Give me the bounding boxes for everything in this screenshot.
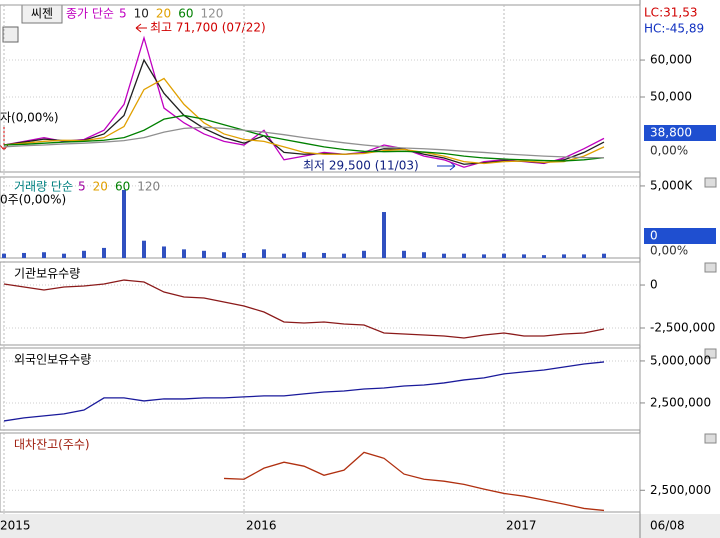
volume-bar — [102, 247, 106, 258]
volume-bar — [162, 246, 166, 258]
legend-entry: 60 — [178, 7, 193, 21]
volume-bar — [462, 253, 466, 258]
volume-bar — [342, 253, 346, 258]
last-volume-box — [644, 228, 716, 244]
volume-bar — [602, 253, 606, 258]
legend-entry: 5 — [119, 7, 127, 21]
legend-entry: 60 — [115, 180, 130, 194]
legend-prefix: 종가 단순 — [66, 7, 114, 21]
panel-frame — [0, 176, 641, 259]
panel-title: 기관보유수량 — [14, 267, 80, 281]
volume-bar — [482, 254, 486, 258]
volume-bar — [562, 254, 566, 258]
volume-bar — [262, 249, 266, 258]
panel-frame — [0, 347, 641, 431]
y-tick-label: 0 — [650, 278, 658, 292]
volume-bar — [402, 250, 406, 258]
volume-left-info: 0주(0,00%) — [0, 193, 66, 207]
x-tick-label: 2016 — [246, 519, 277, 533]
x-axis-band — [0, 514, 720, 538]
last-price-box — [644, 125, 716, 141]
left-info: 자(0,00%) — [0, 111, 59, 125]
legend-entry: 5 — [78, 180, 86, 194]
series-line — [3, 279, 605, 339]
volume-bar — [362, 250, 366, 258]
grid-icon[interactable] — [2, 26, 19, 43]
series-line — [3, 361, 605, 422]
volume-bar — [302, 252, 306, 258]
legend-entry: 10 — [134, 7, 149, 21]
volume-bar — [122, 189, 126, 258]
volume-bar — [82, 250, 86, 258]
volume-bar — [42, 252, 46, 258]
y-tick-label: 50,000 — [650, 89, 692, 103]
legend-entry: 20 — [156, 7, 171, 21]
panel-frame — [0, 432, 641, 513]
volume-bar — [582, 254, 586, 258]
x-tick-label: 2017 — [506, 519, 537, 533]
volume-bar — [2, 253, 6, 258]
volume-bar — [322, 252, 326, 258]
high-annotation: 최고 71,700 (07/22) — [150, 21, 266, 35]
lc-label: LC:31,53 — [644, 6, 697, 20]
panel-frame — [0, 4, 641, 173]
series-line — [3, 58, 605, 165]
volume-bar — [22, 252, 26, 258]
series-line — [3, 77, 605, 165]
volume-bar — [422, 252, 426, 258]
series-line — [223, 451, 605, 512]
low-annotation: 최저 29,500 (11/03) — [303, 159, 419, 173]
panel-title: 대차잔고(주수) — [14, 438, 90, 452]
volume-bar — [182, 249, 186, 258]
x-tick-label: 2015 — [0, 519, 31, 533]
close-buttons[interactable] — [704, 177, 717, 444]
last-price: 38,800 — [650, 126, 692, 140]
y-tick-label: 2,500,000 — [650, 483, 711, 497]
volume-change: 0,00% — [650, 244, 688, 258]
last-date: 06/08 — [650, 519, 685, 533]
stock-name: 씨젠 — [31, 7, 53, 21]
y-tick-label: 60,000 — [650, 53, 692, 67]
volume-bar — [442, 253, 446, 258]
legend-prefix: 거래량 단순 — [14, 180, 73, 194]
high-arrow — [135, 23, 147, 33]
volume-bar — [202, 250, 206, 258]
volume-bar — [522, 254, 526, 258]
volume-bar — [222, 252, 226, 258]
y-tick-label: 2,500,000 — [650, 395, 711, 409]
y-tick-label: -2,500,000 — [650, 320, 715, 334]
y-tick-label: 5,000K — [650, 178, 693, 192]
last-volume: 0 — [650, 229, 658, 243]
volume-bar — [282, 253, 286, 258]
series-line — [3, 114, 605, 162]
volume-bar — [242, 252, 246, 258]
volume-bar — [62, 253, 66, 258]
volume-bar — [142, 240, 146, 258]
legend-entry: 120 — [200, 7, 223, 21]
series-line — [3, 35, 605, 168]
last-change: 0,00% — [650, 144, 688, 158]
volume-bar — [542, 255, 546, 258]
legend-entry: 20 — [93, 180, 108, 194]
volume-bar — [502, 253, 506, 258]
hc-label: HC:-45,89 — [644, 22, 704, 36]
y-tick-label: 5,000,000 — [650, 353, 711, 367]
panel-title: 외국인보유수량 — [14, 353, 91, 367]
legend-entry: 120 — [137, 180, 160, 194]
panel-frame — [0, 261, 641, 346]
volume-bar — [382, 212, 386, 258]
series-line — [3, 126, 604, 159]
